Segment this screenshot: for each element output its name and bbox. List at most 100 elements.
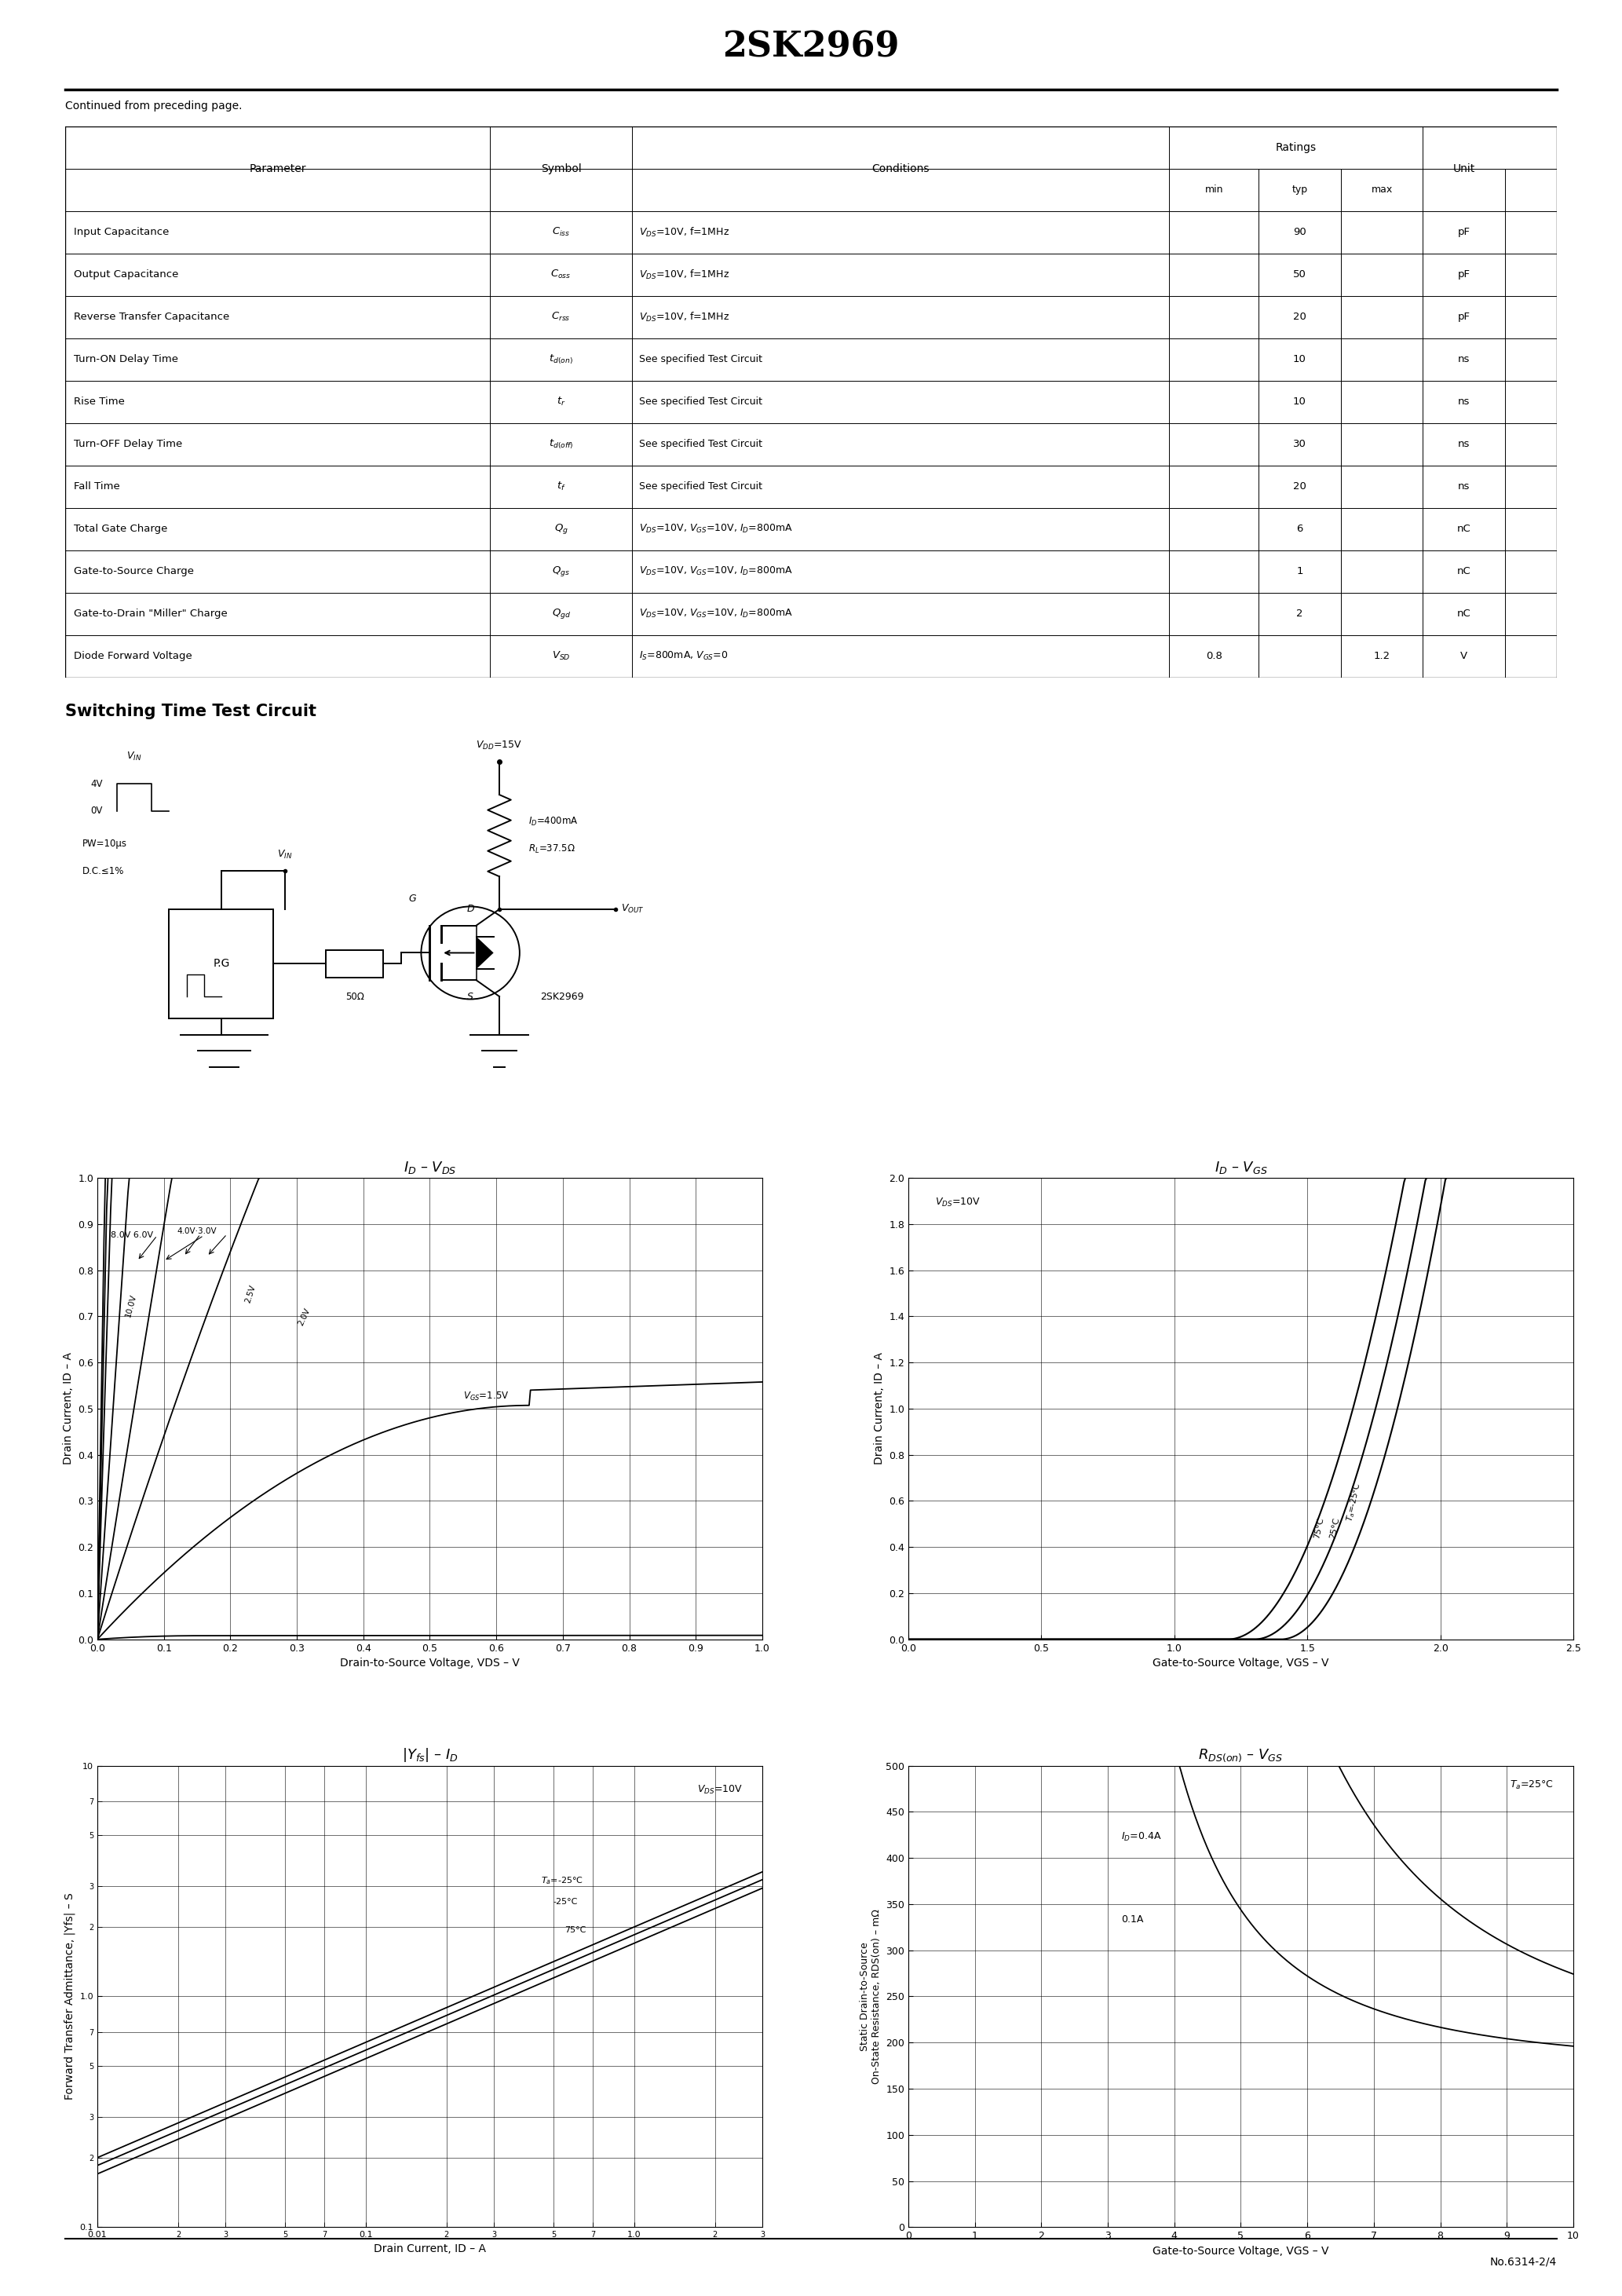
Text: $V_{DS}$=10V, f=1MHz: $V_{DS}$=10V, f=1MHz xyxy=(639,310,730,324)
Text: 1.2: 1.2 xyxy=(1374,652,1390,661)
Y-axis label: Drain Current, ID – A: Drain Current, ID – A xyxy=(63,1352,73,1465)
X-axis label: Drain Current, ID – A: Drain Current, ID – A xyxy=(373,2243,487,2255)
Text: $V_{DD}$=15V: $V_{DD}$=15V xyxy=(477,739,522,751)
Text: 20: 20 xyxy=(1293,482,1306,491)
Text: ns: ns xyxy=(1458,482,1470,491)
Text: $t_{f}$: $t_{f}$ xyxy=(556,480,566,494)
Text: 10: 10 xyxy=(1293,354,1306,365)
Text: 75°C: 75°C xyxy=(564,1926,586,1933)
Text: Gate-to-Drain "Miller" Charge: Gate-to-Drain "Miller" Charge xyxy=(75,608,227,620)
Text: 10: 10 xyxy=(1293,397,1306,406)
Polygon shape xyxy=(477,937,493,969)
Text: Ratings: Ratings xyxy=(1275,142,1317,154)
Text: pF: pF xyxy=(1458,312,1470,321)
Text: Conditions: Conditions xyxy=(871,163,929,174)
Text: 2: 2 xyxy=(1296,608,1302,620)
Text: $V_{DS}$=10V, f=1MHz: $V_{DS}$=10V, f=1MHz xyxy=(639,269,730,280)
Text: $t_{d(on)}$: $t_{d(on)}$ xyxy=(548,354,573,365)
Y-axis label: Forward Transfer Admittance, |Yfs| – S: Forward Transfer Admittance, |Yfs| – S xyxy=(63,1892,75,2101)
Text: 75°C: 75°C xyxy=(1312,1518,1325,1538)
Text: 0.8: 0.8 xyxy=(1205,652,1221,661)
Text: D.C.≤1%: D.C.≤1% xyxy=(83,866,125,877)
Text: -25°C: -25°C xyxy=(553,1899,577,1906)
Text: See specified Test Circuit: See specified Test Circuit xyxy=(639,354,762,365)
Text: $V_{DS}$=10V, $V_{GS}$=10V, $I_D$=800mA: $V_{DS}$=10V, $V_{GS}$=10V, $I_D$=800mA xyxy=(639,523,793,535)
Text: Switching Time Test Circuit: Switching Time Test Circuit xyxy=(65,705,316,719)
Text: 8.0V 6.0V: 8.0V 6.0V xyxy=(110,1231,152,1240)
Text: $C_{rss}$: $C_{rss}$ xyxy=(551,310,571,324)
Text: nC: nC xyxy=(1457,523,1471,535)
Text: $t_{r}$: $t_{r}$ xyxy=(556,395,566,409)
Title: $I_D$ – $V_{DS}$: $I_D$ – $V_{DS}$ xyxy=(404,1159,456,1176)
Text: Rise Time: Rise Time xyxy=(75,397,125,406)
Text: Turn-OFF Delay Time: Turn-OFF Delay Time xyxy=(75,439,182,450)
Text: $Q_{gs}$: $Q_{gs}$ xyxy=(551,565,569,579)
Text: Total Gate Charge: Total Gate Charge xyxy=(75,523,167,535)
Text: 4.0V·3.0V: 4.0V·3.0V xyxy=(177,1226,217,1235)
X-axis label: Gate-to-Source Voltage, VGS – V: Gate-to-Source Voltage, VGS – V xyxy=(1153,2245,1328,2257)
Text: 30: 30 xyxy=(1293,439,1306,450)
Text: Symbol: Symbol xyxy=(540,163,581,174)
Text: 50Ω: 50Ω xyxy=(345,992,363,1001)
Text: typ: typ xyxy=(1291,184,1307,195)
Text: 0.1A: 0.1A xyxy=(1121,1915,1144,1924)
Text: No.6314-2/4: No.6314-2/4 xyxy=(1491,2257,1557,2266)
Text: $V_{GS}$=1.5V: $V_{GS}$=1.5V xyxy=(464,1391,509,1403)
Text: $T_a$=-25°C: $T_a$=-25°C xyxy=(1345,1481,1364,1522)
Text: 1: 1 xyxy=(1296,567,1302,576)
X-axis label: Gate-to-Source Voltage, VGS – V: Gate-to-Source Voltage, VGS – V xyxy=(1153,1658,1328,1669)
Text: $Q_{gd}$: $Q_{gd}$ xyxy=(551,606,571,620)
Text: 0V: 0V xyxy=(91,806,102,815)
Bar xyxy=(169,909,274,1019)
Text: max: max xyxy=(1371,184,1392,195)
Text: Output Capacitance: Output Capacitance xyxy=(75,269,178,280)
Text: $V_{DS}$=10V, f=1MHz: $V_{DS}$=10V, f=1MHz xyxy=(639,225,730,239)
Text: nC: nC xyxy=(1457,567,1471,576)
Title: $R_{DS(on)}$ – $V_{GS}$: $R_{DS(on)}$ – $V_{GS}$ xyxy=(1199,1747,1283,1763)
Text: nC: nC xyxy=(1457,608,1471,620)
Title: |$Y_{fs}$| – $I_D$: |$Y_{fs}$| – $I_D$ xyxy=(402,1747,457,1763)
Text: See specified Test Circuit: See specified Test Circuit xyxy=(639,439,762,450)
Text: $T_a$=-25°C: $T_a$=-25°C xyxy=(542,1876,584,1885)
Text: $Q_{g}$: $Q_{g}$ xyxy=(555,521,568,535)
Text: $T_a$=25°C: $T_a$=25°C xyxy=(1510,1779,1554,1791)
Text: 6: 6 xyxy=(1296,523,1302,535)
Text: 20: 20 xyxy=(1293,312,1306,321)
Text: Input Capacitance: Input Capacitance xyxy=(75,227,169,236)
Y-axis label: Drain Current, ID – A: Drain Current, ID – A xyxy=(874,1352,884,1465)
Text: Continued from preceding page.: Continued from preceding page. xyxy=(65,101,242,110)
Text: Unit: Unit xyxy=(1453,163,1474,174)
Text: $t_{d(off)}$: $t_{d(off)}$ xyxy=(548,439,574,450)
Text: 2.5V: 2.5V xyxy=(243,1283,256,1304)
Text: $I_D$=400mA: $I_D$=400mA xyxy=(529,815,579,829)
Text: P.G: P.G xyxy=(212,957,230,969)
Text: 2.0V: 2.0V xyxy=(297,1306,311,1327)
Text: $V_{IN}$: $V_{IN}$ xyxy=(127,751,143,762)
Text: $I_D$=0.4A: $I_D$=0.4A xyxy=(1121,1830,1161,1844)
Text: $R_L$=37.5Ω: $R_L$=37.5Ω xyxy=(529,843,576,854)
Text: Fall Time: Fall Time xyxy=(75,482,120,491)
Text: $C_{iss}$: $C_{iss}$ xyxy=(551,227,571,239)
Text: V: V xyxy=(1460,652,1468,661)
Text: Parameter: Parameter xyxy=(250,163,307,174)
Text: See specified Test Circuit: See specified Test Circuit xyxy=(639,482,762,491)
Text: S: S xyxy=(467,992,474,1001)
Text: min: min xyxy=(1205,184,1223,195)
Text: $V_{DS}$=10V, $V_{GS}$=10V, $I_D$=800mA: $V_{DS}$=10V, $V_{GS}$=10V, $I_D$=800mA xyxy=(639,565,793,576)
Text: ns: ns xyxy=(1458,439,1470,450)
Text: 4V: 4V xyxy=(91,778,102,790)
Title: $I_D$ – $V_{GS}$: $I_D$ – $V_{GS}$ xyxy=(1215,1159,1267,1176)
Text: 2SK2969: 2SK2969 xyxy=(540,992,584,1001)
Bar xyxy=(326,951,383,978)
Text: ns: ns xyxy=(1458,354,1470,365)
Text: $C_{oss}$: $C_{oss}$ xyxy=(551,269,571,280)
Text: Reverse Transfer Capacitance: Reverse Transfer Capacitance xyxy=(75,312,229,321)
Text: G: G xyxy=(409,893,417,902)
Text: $V_{IN}$: $V_{IN}$ xyxy=(277,850,292,861)
Text: $V_{DS}$=10V: $V_{DS}$=10V xyxy=(697,1784,743,1795)
X-axis label: Drain-to-Source Voltage, VDS – V: Drain-to-Source Voltage, VDS – V xyxy=(341,1658,519,1669)
Text: pF: pF xyxy=(1458,269,1470,280)
Text: See specified Test Circuit: See specified Test Circuit xyxy=(639,397,762,406)
Text: 2SK2969: 2SK2969 xyxy=(722,30,900,64)
Text: 50: 50 xyxy=(1293,269,1306,280)
